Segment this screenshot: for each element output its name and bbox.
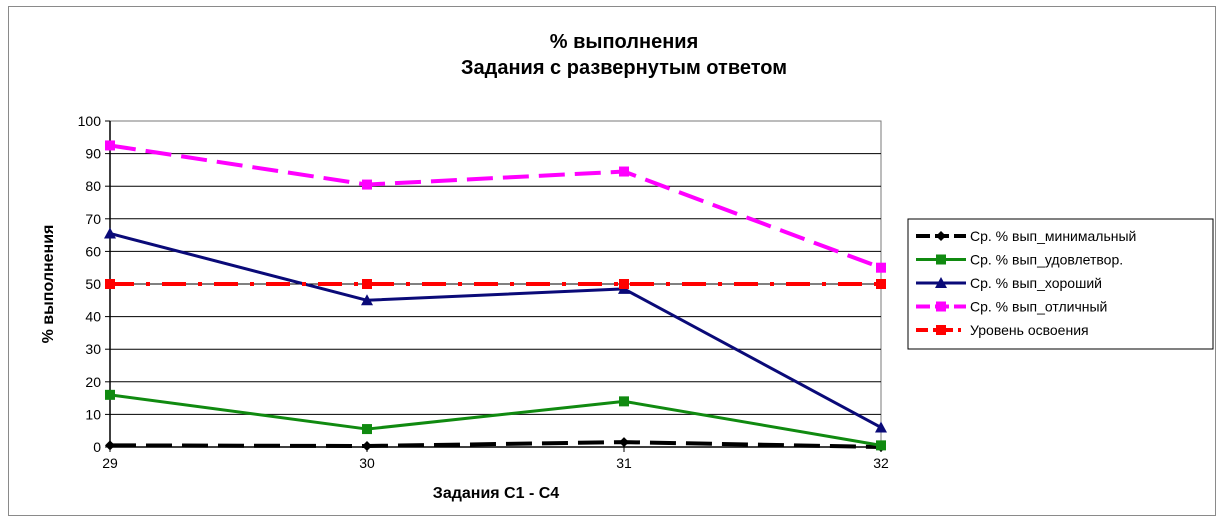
y-tick-label: 100 [78, 113, 102, 129]
legend-entry-3: Ср. % вып_отличный [916, 299, 1107, 315]
series-3 [105, 140, 886, 273]
series-line [109, 232, 882, 429]
data-point-marker [361, 294, 373, 306]
y-tick-label: 10 [85, 406, 101, 422]
y-tick-label: 60 [85, 243, 101, 259]
series-line [109, 440, 882, 449]
y-axis-title: % выполнения [40, 225, 57, 344]
data-point-marker [876, 279, 886, 289]
x-axis-title: Задания С1 - С4 [433, 485, 559, 502]
legend-label: Уровень освоения [970, 322, 1089, 338]
data-point-marker [362, 441, 372, 452]
legend-marker [936, 254, 946, 265]
data-point-marker [362, 179, 372, 190]
x-tick-label: 32 [873, 455, 889, 471]
chart-title: % выполнения [550, 31, 698, 53]
y-tick-label: 0 [93, 439, 101, 455]
legend-label: Ср. % вып_отличный [970, 299, 1107, 315]
data-point-marker [876, 262, 886, 273]
legend-entries: Ср. % вып_минимальный Ср. % вып_удовлетво… [916, 228, 1136, 338]
series-line [109, 143, 882, 270]
y-tick-label: 30 [85, 341, 101, 357]
data-point-marker [619, 396, 629, 407]
legend-label: Ср. % вып_минимальный [970, 228, 1136, 244]
series-1 [105, 389, 886, 451]
data-point-marker [619, 279, 629, 289]
legend-entry-1: Ср. % вып_удовлетвор. [916, 252, 1123, 268]
data-point-marker [875, 421, 887, 433]
data-point-marker [876, 440, 886, 451]
legend-entry-0: Ср. % вып_минимальный [916, 228, 1136, 244]
series-lines [104, 140, 887, 452]
x-tick-labels: 29 30 31 32 [102, 455, 889, 471]
data-point-marker [105, 279, 115, 289]
y-tick-label: 40 [85, 309, 101, 325]
legend-marker [935, 277, 947, 288]
data-point-marker [362, 279, 372, 289]
legend-entry-4: Уровень освоения [916, 322, 1089, 338]
x-tick-label: 30 [359, 455, 375, 471]
data-point-marker [619, 166, 629, 177]
data-point-marker [619, 437, 629, 448]
legend-label: Ср. % вып_хороший [970, 275, 1102, 291]
y-tick-labels: 0 10 20 30 40 50 60 70 80 90 100 [78, 113, 102, 455]
x-tick-label: 29 [102, 455, 118, 471]
y-tick-label: 70 [85, 211, 101, 227]
data-point-marker [362, 424, 372, 435]
legend-marker [936, 325, 946, 335]
legend-entry-2: Ср. % вып_хороший [916, 275, 1102, 291]
data-point-marker [104, 227, 116, 239]
x-tick-label: 31 [616, 455, 632, 471]
series-line [109, 393, 882, 447]
y-tick-label: 90 [85, 146, 101, 162]
legend-label: Ср. % вып_удовлетвор. [970, 252, 1123, 268]
y-tick-label: 20 [85, 374, 101, 390]
legend-marker [936, 231, 946, 241]
y-tick-label: 50 [85, 276, 101, 292]
legend-marker [936, 301, 946, 312]
data-point-marker [105, 389, 115, 400]
chart-subtitle: Задания с развернутым ответом [461, 57, 787, 79]
series-4 [105, 279, 886, 289]
data-point-marker [105, 440, 115, 451]
y-tick-label: 80 [85, 178, 101, 194]
data-point-marker [105, 140, 115, 151]
